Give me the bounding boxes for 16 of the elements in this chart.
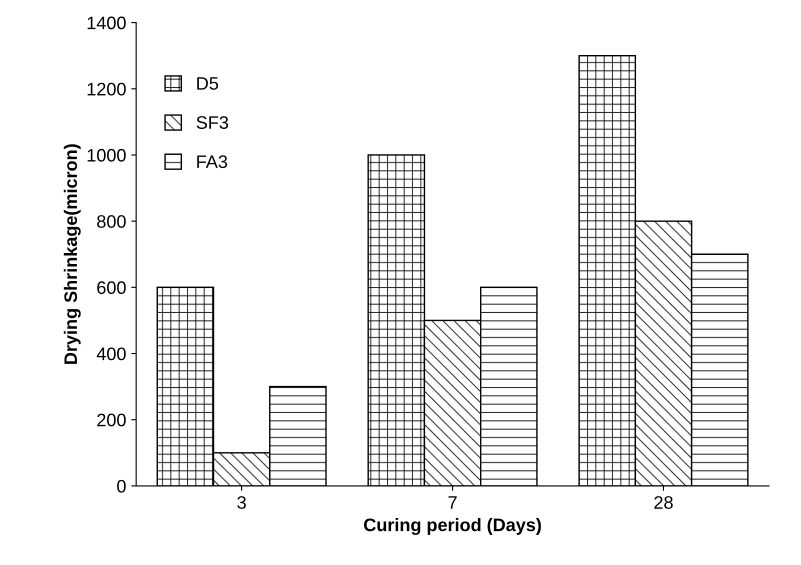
legend-label: FA3 <box>197 155 228 168</box>
y-tick-label: 0 <box>117 480 126 493</box>
x-tick-label: 7 <box>448 496 457 509</box>
y-tick-label: 200 <box>97 414 126 426</box>
y-tick-label: 1200 <box>88 82 126 96</box>
y-tick-label: 400 <box>96 347 126 360</box>
y-tick-label: 600 <box>97 281 126 294</box>
legend-label: D5 <box>197 77 218 90</box>
y-tick-label: 1000 <box>88 148 126 162</box>
x-tick-label: 28 <box>654 496 673 509</box>
x-tick-label: 3 <box>237 496 246 509</box>
legend-label: SF3 <box>196 116 228 129</box>
x-axis-title: Curing period (Days) <box>364 518 541 535</box>
y-tick-label: 800 <box>97 215 126 228</box>
y-tick-label: 1400 <box>88 16 126 30</box>
y-axis-title: Drying Shrinkage(micron) <box>64 144 81 364</box>
